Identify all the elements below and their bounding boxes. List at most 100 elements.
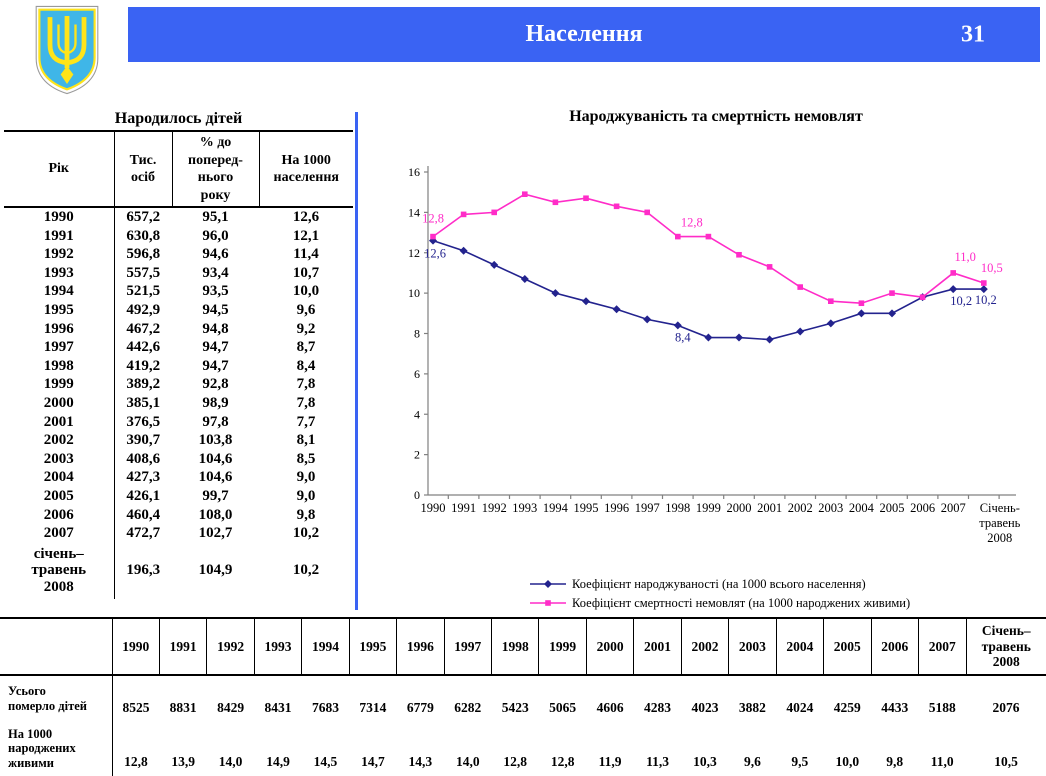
x-axis-tick-label: 1999 bbox=[696, 501, 721, 515]
data-point-diamond bbox=[459, 246, 468, 255]
data-point-diamond bbox=[643, 315, 652, 324]
value-cell: 9,2 bbox=[296, 320, 316, 337]
value-cell: 426,1 bbox=[126, 487, 161, 504]
table-row: січень– травень 2008 196,3 104,9 10,2 bbox=[4, 542, 353, 599]
value-cell: 196,3 bbox=[126, 562, 161, 579]
mortality-table-header-row: 1990 1991 1992 1993 1994 1995 1996 1997 1998 1999… bbox=[0, 618, 1046, 676]
table-row: 1995 492,9 94,5 9,6 bbox=[4, 300, 353, 320]
birth-table-panel: Народилось дітей Рік Тис. осіб% до попере… bbox=[4, 110, 353, 599]
data-point-diamond bbox=[826, 319, 835, 328]
table-row: 1999 389,2 92,8 7,8 bbox=[4, 375, 353, 394]
data-point-label: 10,5 bbox=[981, 261, 1003, 275]
data-point-label: 11,0 bbox=[954, 250, 975, 264]
table-row: 1993 557,5 93,4 10,7 bbox=[4, 263, 353, 283]
value-cell: 11,4 bbox=[293, 246, 319, 263]
value-cell: 2076 bbox=[992, 699, 1020, 715]
value-cell: 8,5 bbox=[296, 450, 316, 467]
x-axis-tick-label: 1997 bbox=[635, 501, 660, 515]
birth-table: Рік Тис. осіб% до поперед- нього року На 1… bbox=[4, 130, 353, 599]
x-axis-tick-label: 2000 bbox=[727, 501, 752, 515]
year-column-header: 2003 bbox=[728, 618, 777, 676]
y-axis-tick-label: 12 bbox=[408, 246, 420, 260]
data-point-diamond bbox=[551, 289, 560, 298]
value-cell: 442,6 bbox=[126, 339, 161, 356]
x-axis-tick-label: 1991 bbox=[451, 501, 476, 515]
table-row: 1996 467,2 94,8 9,2 bbox=[4, 319, 353, 339]
year-column-header: 2006 bbox=[871, 618, 919, 676]
x-axis-tick-label: Січень-травень 2008 bbox=[979, 501, 1020, 545]
value-cell: 9,0 bbox=[296, 487, 316, 504]
data-point-square bbox=[736, 251, 742, 258]
data-point-label: 12,8 bbox=[422, 212, 444, 226]
value-cell: 94,6 bbox=[202, 246, 229, 263]
year-column-header: 1998 bbox=[491, 618, 540, 676]
value-cell: 5065 bbox=[549, 699, 577, 715]
value-cell: 14,9 bbox=[266, 753, 290, 769]
value-cell: 427,3 bbox=[126, 469, 161, 486]
page-header: Населення 31 bbox=[128, 7, 1040, 62]
value-cell: 6282 bbox=[454, 699, 482, 715]
value-cell: 94,7 bbox=[202, 339, 229, 356]
data-point-square bbox=[981, 280, 987, 286]
year-column-header: 1994 bbox=[301, 618, 350, 676]
page-title: Населення bbox=[525, 21, 643, 47]
data-point-label: 10,2 bbox=[950, 294, 972, 308]
year-cell: 2003 bbox=[4, 449, 115, 469]
data-point-diamond bbox=[673, 321, 682, 330]
table-row: 2006 460,4 108,0 9,8 bbox=[4, 505, 353, 525]
value-cell: 9,8 bbox=[886, 753, 904, 769]
value-cell: 99,7 bbox=[202, 487, 229, 504]
data-point-diamond bbox=[796, 327, 805, 336]
value-cell: 390,7 bbox=[126, 432, 161, 449]
value-cell: 12,8 bbox=[124, 753, 148, 769]
year-cell: 2000 bbox=[4, 393, 115, 413]
value-cell: 104,9 bbox=[198, 562, 233, 579]
x-axis-tick-label: 1995 bbox=[574, 501, 599, 515]
value-cell: 10,2 bbox=[292, 525, 320, 542]
data-point-square bbox=[858, 300, 865, 307]
y-axis-tick-label: 8 bbox=[414, 327, 420, 341]
value-cell: 9,6 bbox=[296, 302, 316, 319]
data-point-label: 12,6 bbox=[424, 247, 446, 261]
data-point-square bbox=[675, 233, 681, 240]
year-cell: 1990 bbox=[4, 207, 115, 227]
mortality-table: 1990 1991 1992 1993 1994 1995 1996 1997 1998 1999… bbox=[0, 617, 1046, 776]
x-axis-tick-label: 1996 bbox=[604, 501, 629, 515]
data-point-square bbox=[644, 209, 650, 216]
year-column-header: 2005 bbox=[823, 618, 872, 676]
year-cell: 2007 bbox=[4, 524, 115, 543]
birth-table-header-row: Рік Тис. осіб% до поперед- нього року На 1… bbox=[4, 130, 353, 208]
value-cell: 94,7 bbox=[202, 357, 229, 374]
data-point-square bbox=[889, 290, 895, 296]
table-row: 2004 427,3 104,6 9,0 bbox=[4, 468, 353, 487]
year-cell: 1991 bbox=[4, 226, 115, 246]
value-cell: 102,7 bbox=[198, 525, 233, 542]
x-axis-tick-label: 1993 bbox=[512, 501, 537, 515]
value-cell: 10,7 bbox=[292, 264, 320, 281]
value-cell: 108,0 bbox=[198, 506, 233, 523]
data-point-square bbox=[705, 233, 712, 240]
value-cell: 14,7 bbox=[361, 753, 385, 769]
value-cell: 7683 bbox=[311, 699, 339, 715]
year-column-header: 2002 bbox=[681, 618, 730, 676]
year-column-header: 1990 bbox=[112, 618, 160, 676]
value-cell: 389,2 bbox=[126, 376, 161, 393]
value-cell: 12,6 bbox=[292, 209, 320, 226]
value-cell: 9,8 bbox=[296, 506, 316, 523]
value-cell: 10,2 bbox=[292, 562, 320, 579]
value-cell: 98,9 bbox=[202, 394, 229, 411]
year-cell: 1999 bbox=[4, 375, 115, 394]
value-cell: 7,8 bbox=[296, 394, 316, 411]
birth-table-title: Народилось дітей bbox=[114, 110, 243, 127]
data-point-square bbox=[522, 191, 528, 198]
value-cell: 8429 bbox=[217, 699, 245, 715]
year-column-header: 1991 bbox=[159, 618, 208, 676]
year-column-header: 1992 bbox=[206, 618, 255, 676]
column-header: На 1000 населення bbox=[259, 130, 353, 208]
coat-of-arms-icon bbox=[35, 5, 99, 95]
data-point-square bbox=[460, 211, 467, 218]
data-point-square bbox=[613, 203, 620, 210]
value-cell: 12,8 bbox=[503, 753, 528, 769]
value-cell: 9,0 bbox=[296, 469, 316, 486]
year-column-header: 1993 bbox=[254, 618, 303, 676]
